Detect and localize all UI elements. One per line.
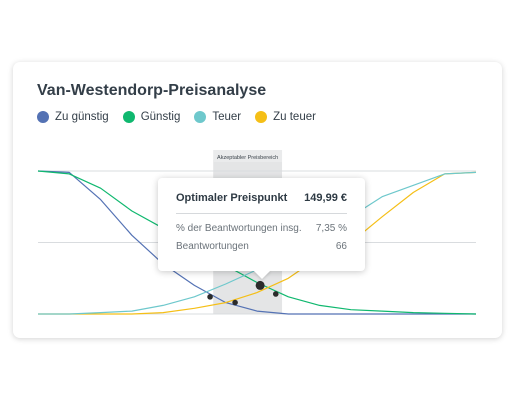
legend: Zu günstig Günstig Teuer Zu teuer: [37, 109, 316, 125]
chart-title: Van-Westendorp-Preisanalyse: [37, 82, 267, 99]
legend-label: Teuer: [212, 111, 242, 123]
series-line-0: [37, 170, 476, 315]
tooltip-row-value: 7,35 %: [315, 223, 347, 234]
tooltip-row-label: % der Beantwortungen insg.: [176, 223, 302, 234]
legend-item-guenstig[interactable]: Günstig: [122, 111, 181, 123]
optimal-price-tooltip: Optimaler Preispunkt 149,99 € % der Bean…: [158, 178, 365, 271]
tooltip-divider: [176, 213, 347, 214]
intersection-point: [207, 294, 213, 300]
tooltip-row-value: 66: [335, 241, 347, 252]
intersection-point: [232, 299, 238, 306]
tooltip-title: Optimaler Preispunkt: [176, 192, 288, 204]
legend-item-zu-guenstig[interactable]: Zu günstig: [37, 111, 109, 123]
chart-card: Van-Westendorp-Preisanalyse Zu günstig G…: [13, 62, 502, 338]
legend-label: Zu günstig: [55, 111, 109, 123]
intersection-point: [272, 291, 279, 297]
tooltip-value: 149,99 €: [304, 192, 347, 204]
optimal-price-point: [255, 280, 265, 290]
tooltip-row: % der Beantwortungen insg. 7,35 %: [176, 223, 347, 234]
acceptable-range-label: Akzeptabler Preisbereich: [217, 155, 278, 161]
legend-swatch: [194, 111, 207, 123]
legend-label: Zu teuer: [273, 111, 316, 123]
legend-item-teuer[interactable]: Teuer: [194, 111, 241, 123]
legend-label: Günstig: [140, 111, 181, 123]
legend-swatch: [255, 111, 268, 123]
legend-swatch: [37, 111, 49, 123]
series-line-3: [38, 171, 477, 315]
legend-item-zu-teuer[interactable]: Zu teuer: [255, 111, 316, 123]
acceptable-range-label-bg: [213, 150, 283, 162]
tooltip-row-label: Beantwortungen: [176, 241, 249, 252]
legend-swatch: [122, 111, 135, 123]
tooltip-row: Beantwortungen 66: [176, 241, 347, 252]
